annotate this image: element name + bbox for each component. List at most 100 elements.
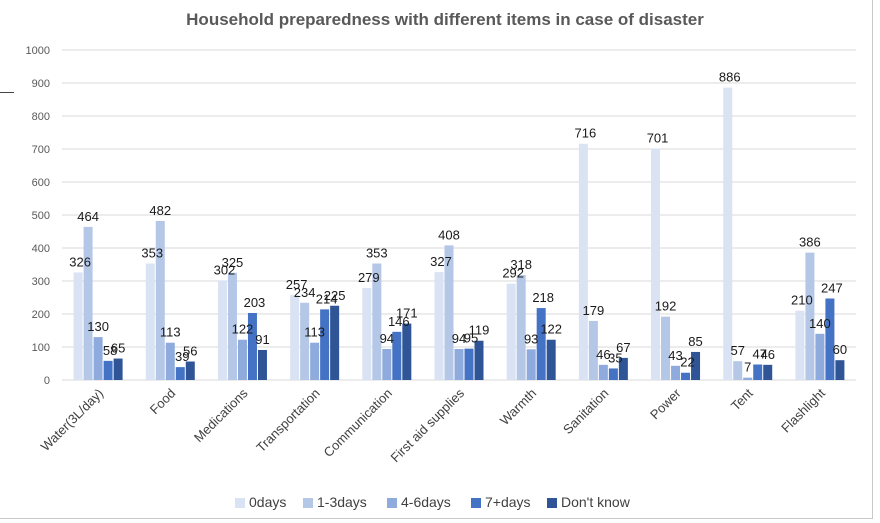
legend-label: Don't know — [561, 494, 631, 510]
bar — [618, 357, 628, 380]
bar — [83, 226, 93, 380]
data-label: 203 — [244, 295, 266, 310]
data-label: 130 — [87, 319, 109, 334]
bar — [185, 361, 195, 380]
data-label: 56 — [183, 344, 197, 359]
data-label: 7 — [744, 360, 751, 375]
data-label: 57 — [730, 343, 744, 358]
data-label: 94 — [380, 331, 394, 346]
data-label: 46 — [596, 347, 610, 362]
data-label: 353 — [141, 246, 163, 261]
data-label: 701 — [647, 131, 669, 146]
data-label: 716 — [575, 126, 597, 141]
bar — [372, 263, 382, 380]
bar — [506, 283, 516, 380]
data-label: 91 — [255, 332, 269, 347]
data-label: 93 — [524, 331, 538, 346]
data-label: 214 — [316, 291, 338, 306]
data-label: 58 — [103, 343, 117, 358]
bar — [290, 295, 300, 380]
y-tick-label: 600 — [32, 177, 50, 189]
data-label: 886 — [719, 70, 741, 85]
legend-label: 1-3days — [317, 494, 367, 510]
data-label: 65 — [111, 341, 125, 356]
bar — [805, 252, 815, 380]
y-tick-label: 800 — [32, 111, 50, 123]
legend-swatch — [387, 498, 397, 508]
bar — [578, 143, 588, 380]
data-label: 179 — [583, 303, 605, 318]
bar — [247, 313, 257, 380]
bar — [300, 302, 310, 380]
data-label: 482 — [149, 203, 171, 218]
data-label: 225 — [324, 288, 346, 303]
x-tick-label: First aid supplies — [388, 385, 468, 465]
bar — [444, 245, 454, 380]
x-tick-label: Power — [647, 385, 684, 422]
bar — [362, 287, 372, 380]
data-label: 43 — [668, 348, 682, 363]
legend-swatch — [235, 498, 245, 508]
y-tick-label: 700 — [32, 144, 50, 156]
data-label: 67 — [616, 340, 630, 355]
bar — [671, 365, 681, 380]
bar — [175, 367, 185, 380]
bar — [815, 333, 825, 380]
bars — [73, 87, 845, 381]
data-label: 279 — [358, 270, 380, 285]
chart-title: Household preparedness with different it… — [186, 10, 704, 29]
bar — [536, 308, 546, 380]
y-tick-label: 400 — [32, 243, 50, 255]
bar — [516, 275, 526, 380]
data-label: 122 — [540, 322, 562, 337]
bar — [608, 368, 618, 380]
y-tick-label: 200 — [32, 309, 50, 321]
data-label: 326 — [69, 254, 91, 269]
bar — [227, 272, 237, 380]
bar — [723, 87, 733, 381]
data-label: 327 — [430, 254, 452, 269]
bar — [651, 148, 661, 380]
y-tick-label: 300 — [32, 276, 50, 288]
bar — [320, 309, 330, 380]
data-label: 22 — [680, 355, 694, 370]
bar — [392, 331, 402, 380]
data-label: 292 — [502, 266, 524, 281]
data-label: 171 — [396, 306, 418, 321]
x-tick-label: Warmth — [497, 386, 539, 428]
bar — [237, 339, 247, 380]
data-label: 95 — [464, 331, 478, 346]
data-label: 113 — [304, 325, 325, 340]
legend-label: 0days — [249, 494, 286, 510]
y-tick-label: 900 — [32, 78, 50, 90]
legend-swatch — [303, 498, 313, 508]
legend-swatch — [471, 498, 481, 508]
bar — [474, 340, 484, 380]
bar — [691, 351, 701, 380]
bar — [155, 220, 165, 380]
data-label: 46 — [760, 347, 774, 362]
bar — [598, 364, 608, 380]
data-label: 119 — [469, 323, 490, 338]
data-label: 302 — [214, 262, 236, 277]
x-tick-label: Sanitation — [560, 386, 611, 437]
x-tick-label: Water(3L/day) — [38, 386, 107, 455]
bar — [835, 360, 845, 380]
data-label: 39 — [175, 349, 189, 364]
bar — [145, 263, 155, 380]
y-tick-label: 0 — [44, 375, 50, 387]
y-tick-label: 100 — [32, 342, 50, 354]
data-label: 218 — [532, 290, 554, 305]
data-label: 247 — [821, 280, 843, 295]
data-label: 85 — [688, 334, 702, 349]
y-axis-ticks: 0 100 200 300 400 500 600 700 800 900 1000 — [26, 45, 50, 387]
bar — [330, 305, 340, 380]
data-label: 146 — [388, 314, 410, 329]
data-label: 140 — [809, 316, 831, 331]
x-tick-label: Food — [147, 386, 179, 418]
bar — [93, 337, 103, 380]
data-label: 464 — [77, 209, 99, 224]
x-tick-label: Medications — [191, 385, 251, 445]
bar — [257, 349, 267, 380]
